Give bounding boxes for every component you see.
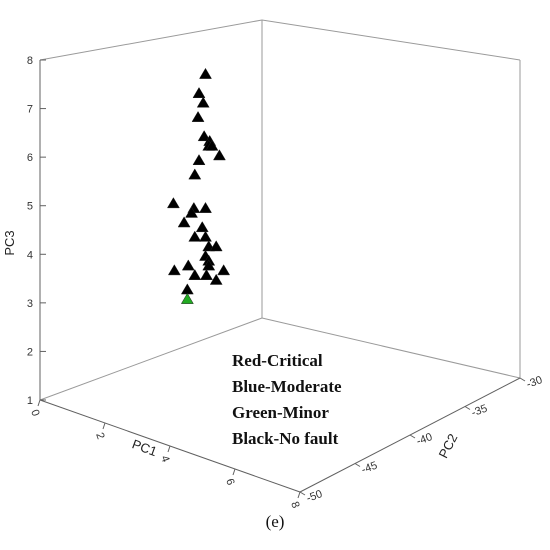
x-tick-label: 2 <box>93 431 106 441</box>
scatter-point <box>209 240 223 252</box>
x-tick-label: 0 <box>28 408 41 418</box>
z-tick-label: 2 <box>27 346 33 358</box>
z-axis-ticks: 1 2 3 4 5 6 7 8 <box>27 55 46 407</box>
scatter-point <box>205 139 219 151</box>
scatter-point <box>217 264 231 276</box>
x-tick-label: 6 <box>223 477 236 487</box>
scatter-point <box>188 230 202 242</box>
scatter-point <box>197 130 211 142</box>
y-tick-label: -35 <box>470 403 489 420</box>
scatter-point <box>180 283 194 295</box>
scatter-point <box>196 96 210 108</box>
scatter-point <box>185 206 198 218</box>
legend-line-no-fault: Black-No fault <box>232 429 339 448</box>
scatter-point <box>192 154 206 166</box>
legend: Red-Critical Blue-Moderate Green-Minor B… <box>232 351 342 448</box>
figure-caption: (e) <box>266 512 285 531</box>
floor-back-left-edge <box>39 317 263 401</box>
x-tick-mark <box>167 445 171 453</box>
scatter-point <box>167 264 181 276</box>
scatter-point <box>191 110 205 122</box>
data-points <box>166 67 231 304</box>
scatter-point <box>188 268 202 280</box>
legend-line-critical: Red-Critical <box>232 351 323 370</box>
y-tick-label: -50 <box>305 488 324 505</box>
scatter-point <box>199 230 212 242</box>
z-tick-label: 5 <box>27 201 33 213</box>
x-tick-label: 4 <box>158 454 171 464</box>
z-tick-label: 3 <box>27 298 33 310</box>
legend-line-moderate: Blue-Moderate <box>232 377 342 396</box>
top-back-edge <box>39 19 521 61</box>
z-tick-label: 8 <box>27 55 33 67</box>
y-axis-title: PC2 <box>436 431 461 460</box>
x-tick-mark <box>102 422 106 430</box>
scatter-point <box>199 67 212 79</box>
z-tick-label: 4 <box>27 249 33 261</box>
x-tick-mark <box>232 468 236 476</box>
scatter-point <box>188 168 202 180</box>
y-tick-mark <box>519 377 526 382</box>
y-tick-mark <box>354 463 361 467</box>
x-axis-title: PC1 <box>130 436 159 459</box>
scatter-point <box>213 149 226 161</box>
scatter-point <box>209 273 223 285</box>
scatter-point <box>200 268 213 280</box>
y-tick-mark <box>299 491 306 496</box>
x-tick-label: 8 <box>288 500 301 510</box>
scatter-point <box>202 259 216 271</box>
y-tick-mark <box>464 406 471 410</box>
z-tick-label: 6 <box>27 152 33 164</box>
scatter-point <box>166 197 180 209</box>
x-axis-ticks: 0 2 4 6 8 <box>28 399 302 510</box>
legend-line-minor: Green-Minor <box>232 403 329 422</box>
scatter-point <box>180 292 194 304</box>
scatter-point <box>192 87 206 98</box>
x-tick-mark <box>297 491 301 499</box>
z-axis-title: PC3 <box>2 230 17 255</box>
x-tick-mark <box>37 399 41 407</box>
y-tick-label: -40 <box>415 431 434 448</box>
scatter-point <box>181 259 195 271</box>
z-tick-label: 7 <box>27 104 33 116</box>
z-tick-label: 1 <box>27 395 33 407</box>
scatter-point <box>199 201 212 213</box>
y-tick-label: -30 <box>525 374 544 391</box>
floor-back-right-edge <box>261 317 521 379</box>
y-tick-mark <box>409 434 416 439</box>
scatter-point <box>177 216 191 228</box>
scatter-point <box>195 221 209 233</box>
y-axis-ticks: -50 -45 -40 -35 -30 <box>299 374 544 505</box>
y-tick-label: -45 <box>360 460 379 477</box>
